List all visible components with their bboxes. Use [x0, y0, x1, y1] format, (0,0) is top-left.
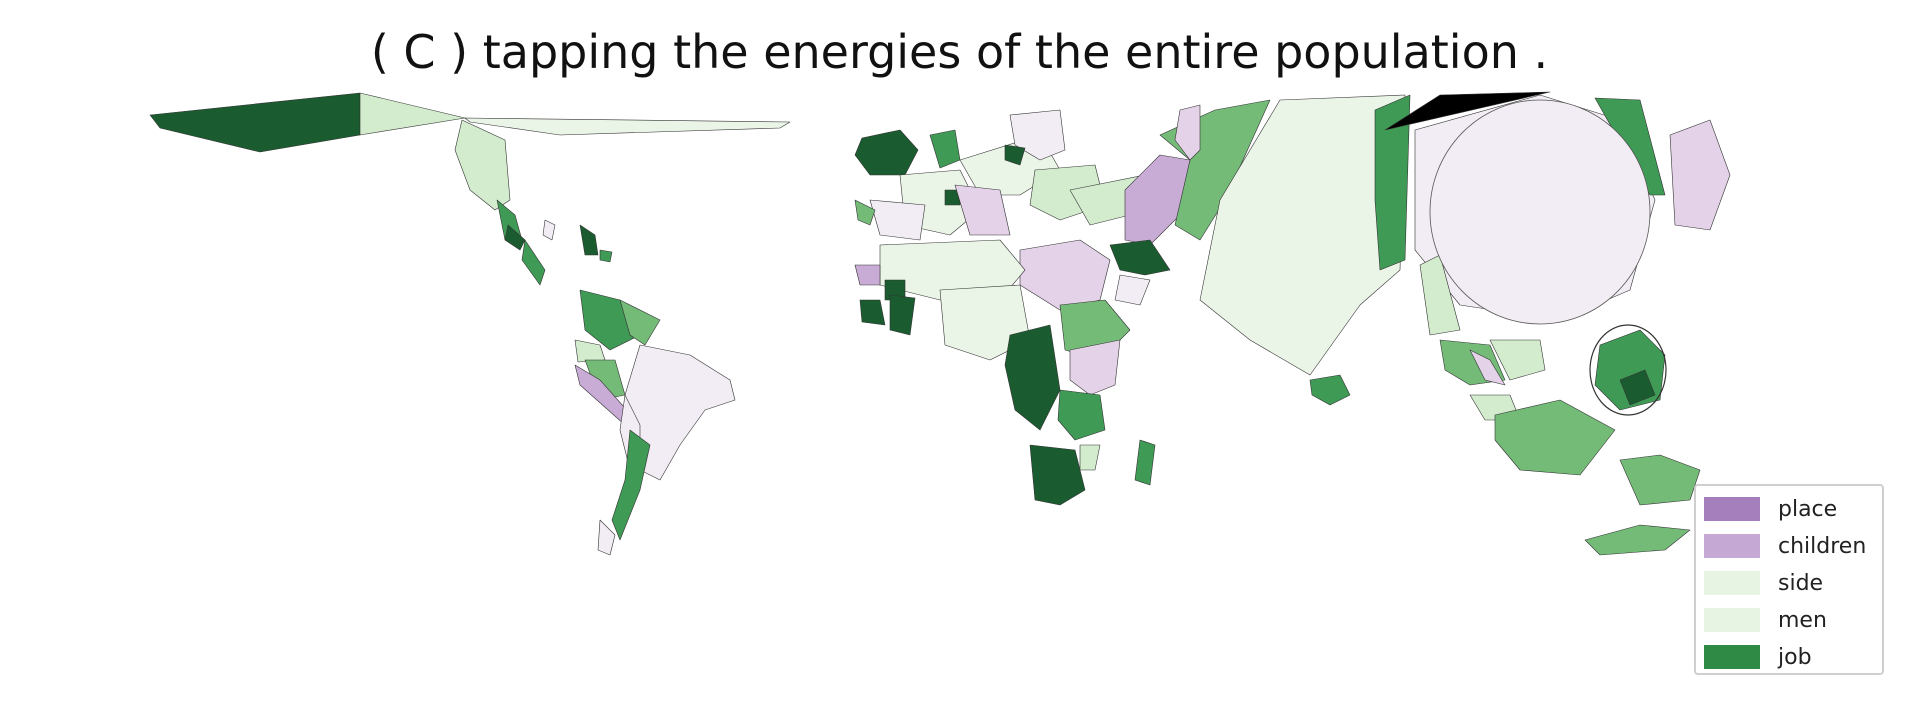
region-iran — [1124, 154, 1191, 246]
legend-item: men — [1704, 607, 1827, 633]
region-arabia — [1019, 239, 1111, 311]
region-eu-east — [1009, 109, 1066, 161]
region-black-wedge — [1384, 91, 1551, 131]
region-chile — [611, 429, 651, 541]
region-caribbean-2 — [599, 249, 613, 263]
legend-swatch-side — [1704, 571, 1760, 595]
region-uk — [854, 129, 919, 176]
region-yemen — [1114, 274, 1151, 306]
legend-label: children — [1778, 533, 1867, 559]
legend-label: men — [1778, 607, 1827, 633]
region-laos — [1489, 339, 1546, 381]
legend-swatch-job — [1704, 645, 1760, 669]
region-iberia-green — [854, 199, 876, 226]
legend-swatch-children — [1704, 534, 1760, 558]
region-central-2 — [504, 224, 526, 251]
region-indonesia — [1494, 399, 1616, 476]
region-australia — [1584, 524, 1691, 556]
region-alaska — [149, 92, 361, 153]
region-spain — [869, 199, 926, 241]
legend-label: place — [1778, 496, 1838, 522]
region-scandinavia — [929, 129, 961, 169]
region-japan-ring — [1589, 324, 1667, 416]
region-argentina — [597, 519, 616, 556]
region-africa-nw — [854, 264, 881, 286]
region-africa-east-2 — [1069, 339, 1121, 396]
region-caribbean-3 — [542, 219, 556, 241]
region-myanmar — [1419, 254, 1461, 336]
region-madagascar — [1134, 439, 1156, 486]
region-africa-south — [1029, 444, 1086, 506]
legend-swatch-men — [1704, 608, 1760, 632]
region-africa-w3 — [889, 294, 916, 336]
legend-label: job — [1778, 644, 1812, 670]
legend-item: job — [1704, 644, 1812, 670]
region-africa-w2 — [859, 299, 886, 326]
region-central-3 — [521, 239, 546, 286]
region-africa-central — [1004, 324, 1061, 431]
region-colombia — [579, 289, 641, 351]
region-mexico — [454, 119, 511, 211]
region-ecuador — [574, 339, 606, 363]
region-eu-dot-2 — [1004, 144, 1026, 166]
region-indonesia-east — [1619, 454, 1701, 506]
map-title: ( C ) tapping the energies of the entire… — [370, 25, 1549, 79]
region-sri-lanka — [1309, 374, 1351, 406]
map-legend: place children side men job — [1694, 484, 1884, 675]
region-vietnam — [1469, 349, 1506, 386]
region-canada — [359, 92, 466, 136]
region-africa-se — [1079, 444, 1101, 471]
region-korea — [1669, 119, 1731, 231]
region-china-circle — [1429, 99, 1651, 325]
region-afghan — [1174, 104, 1201, 161]
legend-item: children — [1704, 533, 1866, 559]
legend-label: side — [1778, 570, 1824, 596]
legend-item: side — [1704, 570, 1823, 596]
region-india — [1199, 94, 1406, 376]
region-eu-south — [954, 184, 1011, 236]
legend-swatch-place — [1704, 497, 1760, 521]
region-eu-dot-1 — [944, 189, 961, 206]
region-gulf — [1109, 239, 1171, 276]
region-caribbean-1 — [579, 224, 599, 256]
legend-item: place — [1704, 496, 1837, 522]
region-venezuela — [619, 299, 661, 346]
region-arctic-strip — [464, 117, 791, 136]
region-nepal — [1374, 94, 1411, 271]
region-philippines-core — [1619, 369, 1656, 406]
region-africa-east-3 — [1057, 389, 1106, 441]
